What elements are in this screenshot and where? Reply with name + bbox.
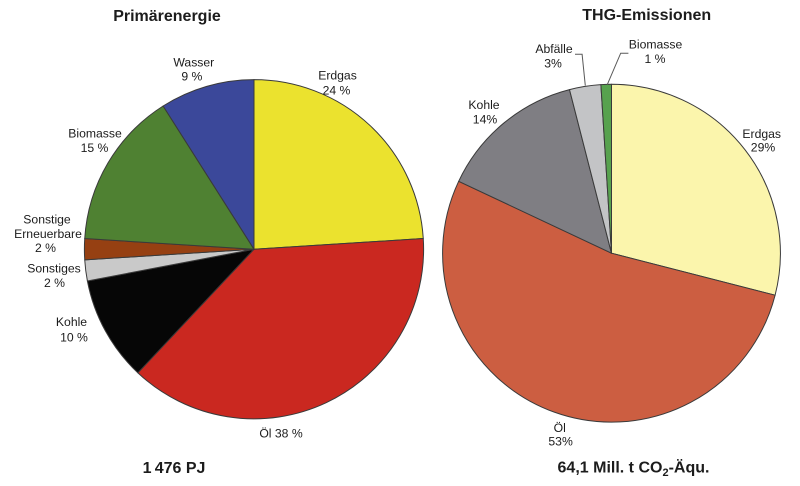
svg-text:Wasser: Wasser xyxy=(173,55,214,69)
svg-text:1 476 PJ: 1 476 PJ xyxy=(143,460,206,477)
svg-text:Sonstiges: Sonstiges xyxy=(27,261,81,275)
svg-text:1 %: 1 % xyxy=(644,52,665,66)
svg-text:2 %: 2 % xyxy=(44,276,65,290)
svg-text:Erdgas: Erdgas xyxy=(742,127,781,141)
svg-text:2 %: 2 % xyxy=(35,241,56,255)
svg-text:Öl 38 %: Öl 38 % xyxy=(259,426,303,440)
svg-text:Erneuerbare: Erneuerbare xyxy=(14,227,82,241)
svg-text:10 %: 10 % xyxy=(60,330,88,344)
svg-text:Abfälle: Abfälle xyxy=(535,42,572,56)
svg-text:THG-Emissionen: THG-Emissionen xyxy=(582,7,711,24)
svg-text:Erdgas: Erdgas xyxy=(318,69,357,83)
svg-text:Kohle: Kohle xyxy=(468,98,499,112)
svg-text:Sonstige: Sonstige xyxy=(23,213,71,227)
svg-text:15 %: 15 % xyxy=(81,141,109,155)
svg-text:Kohle: Kohle xyxy=(56,315,87,329)
svg-text:Biomasse: Biomasse xyxy=(68,126,122,140)
svg-text:9 %: 9 % xyxy=(181,70,202,84)
svg-text:Öl: Öl xyxy=(554,421,566,435)
svg-text:14%: 14% xyxy=(473,112,498,126)
svg-text:3%: 3% xyxy=(544,57,562,71)
svg-text:Primärenergie: Primärenergie xyxy=(113,8,221,25)
svg-text:24 %: 24 % xyxy=(323,83,351,97)
svg-text:64,1 Mill. t CO2-Äqu.: 64,1 Mill. t CO2-Äqu. xyxy=(558,458,710,479)
svg-text:53%: 53% xyxy=(548,435,573,449)
svg-text:Biomasse: Biomasse xyxy=(629,37,683,51)
svg-text:29%: 29% xyxy=(751,141,776,155)
